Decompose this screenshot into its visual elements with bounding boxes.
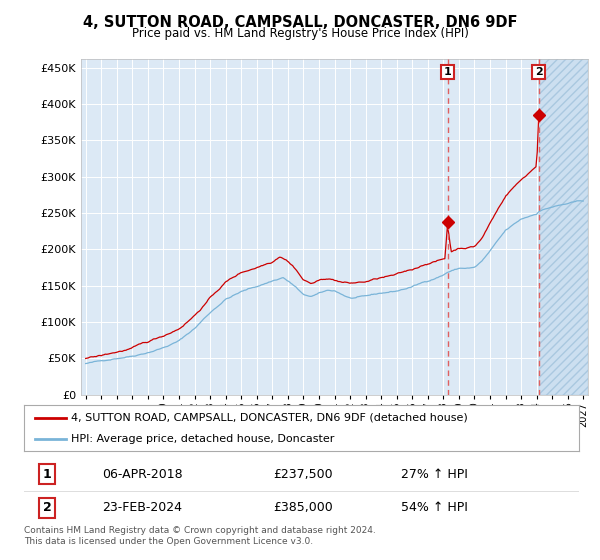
Text: 54% ↑ HPI: 54% ↑ HPI bbox=[401, 501, 468, 514]
Text: 4, SUTTON ROAD, CAMPSALL, DONCASTER, DN6 9DF (detached house): 4, SUTTON ROAD, CAMPSALL, DONCASTER, DN6… bbox=[71, 413, 468, 423]
Text: 27% ↑ HPI: 27% ↑ HPI bbox=[401, 468, 468, 480]
Text: Contains HM Land Registry data © Crown copyright and database right 2024.
This d: Contains HM Land Registry data © Crown c… bbox=[24, 526, 376, 546]
Text: £385,000: £385,000 bbox=[274, 501, 334, 514]
Text: 1: 1 bbox=[43, 468, 52, 480]
Text: HPI: Average price, detached house, Doncaster: HPI: Average price, detached house, Donc… bbox=[71, 435, 335, 444]
Bar bbox=[539, 59, 588, 395]
Text: 06-APR-2018: 06-APR-2018 bbox=[102, 468, 182, 480]
Text: 23-FEB-2024: 23-FEB-2024 bbox=[102, 501, 182, 514]
Text: 2: 2 bbox=[535, 67, 542, 77]
Text: 1: 1 bbox=[443, 67, 451, 77]
Text: Price paid vs. HM Land Registry's House Price Index (HPI): Price paid vs. HM Land Registry's House … bbox=[131, 27, 469, 40]
Text: £237,500: £237,500 bbox=[274, 468, 334, 480]
Text: 4, SUTTON ROAD, CAMPSALL, DONCASTER, DN6 9DF: 4, SUTTON ROAD, CAMPSALL, DONCASTER, DN6… bbox=[83, 15, 517, 30]
Text: 2: 2 bbox=[43, 501, 52, 514]
